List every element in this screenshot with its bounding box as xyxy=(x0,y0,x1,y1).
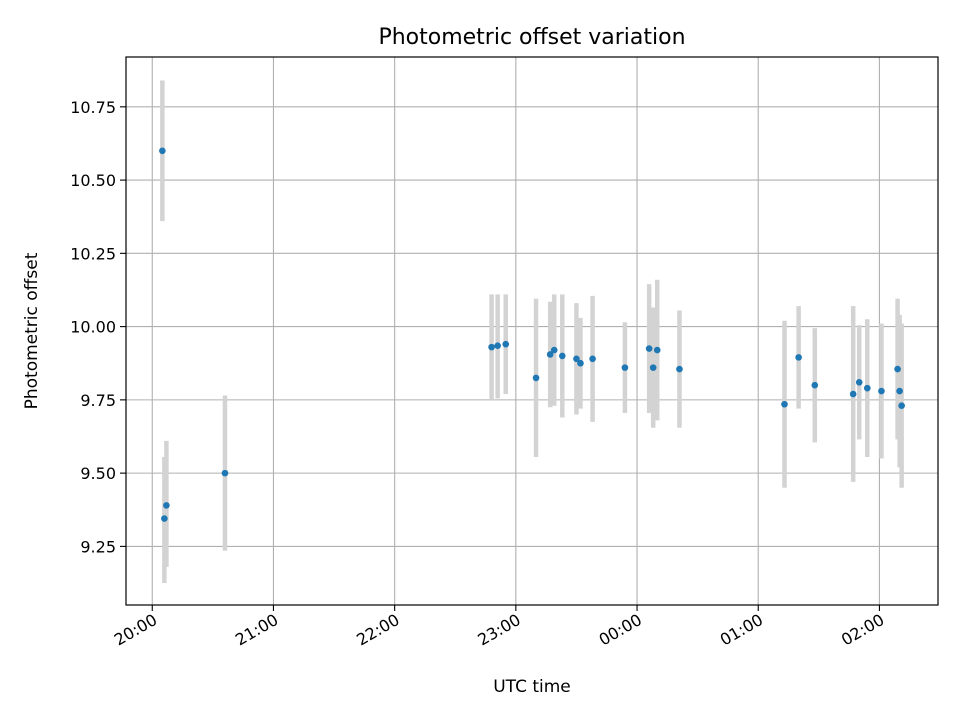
data-point xyxy=(163,502,170,509)
x-tick-label: 20:00 xyxy=(111,610,160,650)
data-point xyxy=(898,402,905,410)
data-point xyxy=(589,355,596,363)
plot-frame xyxy=(125,56,939,606)
data-point xyxy=(811,381,819,389)
y-tick-label: 10.25 xyxy=(70,244,116,263)
y-tick-label: 10.50 xyxy=(70,171,116,190)
y-tick-label: 10.00 xyxy=(70,318,116,337)
y-axis-ticks: 9.25 9.50 9.75 10.00 10.25 10.50 10.75 xyxy=(70,98,126,556)
data-point xyxy=(558,352,566,360)
y-tick-label: 9.75 xyxy=(80,391,116,410)
data-point xyxy=(855,378,863,386)
data-point xyxy=(795,354,802,361)
x-tick-label: 02:00 xyxy=(838,610,887,650)
data-point xyxy=(896,387,903,395)
x-tick-label: 23:00 xyxy=(474,610,523,650)
x-tick-label: 21:00 xyxy=(232,610,281,650)
data-point xyxy=(676,365,683,373)
data-point xyxy=(621,364,629,371)
x-tick-label: 01:00 xyxy=(717,610,766,650)
data-point xyxy=(546,351,554,358)
y-tick-label: 9.25 xyxy=(80,537,116,556)
data-point xyxy=(864,384,871,392)
grid xyxy=(126,57,938,605)
x-axis-ticks: 20:00 21:00 22:00 23:00 00:00 01:00 02:00 xyxy=(111,605,887,650)
data-point xyxy=(502,340,510,348)
y-tick-label: 9.50 xyxy=(80,464,116,483)
x-tick-label: 22:00 xyxy=(353,610,402,650)
data-point xyxy=(878,387,885,395)
data-point xyxy=(849,390,857,398)
data-point xyxy=(494,342,501,349)
data-point xyxy=(645,345,653,352)
x-tick-label: 00:00 xyxy=(596,610,645,650)
data-point xyxy=(221,469,229,477)
y-tick-label: 10.75 xyxy=(70,98,116,117)
data-point xyxy=(653,346,661,354)
x-axis-label: UTC time xyxy=(493,677,571,697)
data-point xyxy=(781,400,788,408)
data-point xyxy=(577,359,584,367)
chart-title: Photometric offset variation xyxy=(378,25,685,50)
data-point xyxy=(488,343,495,351)
data-point xyxy=(550,346,558,354)
data-point xyxy=(649,364,657,371)
data-points xyxy=(159,147,905,522)
data-point xyxy=(894,365,901,373)
data-point xyxy=(573,355,580,363)
data-point xyxy=(159,147,166,155)
y-axis-label: Photometric offset xyxy=(22,252,42,409)
data-point xyxy=(161,515,168,522)
data-point xyxy=(532,374,540,382)
